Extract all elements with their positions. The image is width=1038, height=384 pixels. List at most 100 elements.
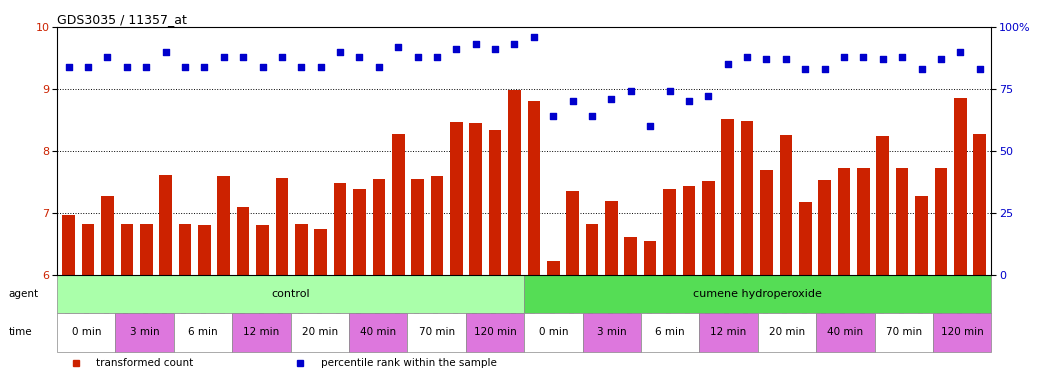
Bar <box>625 237 637 275</box>
Bar <box>120 224 133 275</box>
Point <box>545 113 562 119</box>
Point <box>565 98 581 104</box>
Point <box>138 63 155 70</box>
Text: 12 min: 12 min <box>243 328 279 338</box>
Text: agent: agent <box>8 289 38 299</box>
Bar <box>256 225 269 275</box>
Bar <box>411 179 424 275</box>
Bar <box>469 123 482 275</box>
Point <box>409 54 426 60</box>
Bar <box>760 170 772 275</box>
Text: 40 min: 40 min <box>360 328 397 338</box>
Point <box>623 88 639 94</box>
Bar <box>644 241 656 275</box>
Point <box>293 63 309 70</box>
Text: 6 min: 6 min <box>188 328 218 338</box>
Bar <box>57 313 115 351</box>
Point <box>836 54 852 60</box>
Bar <box>818 180 830 275</box>
Point <box>60 63 77 70</box>
Text: 0 min: 0 min <box>539 328 568 338</box>
Bar <box>524 313 582 351</box>
Text: 3 min: 3 min <box>130 328 160 338</box>
Bar <box>721 119 734 275</box>
Bar <box>353 189 365 275</box>
Point <box>80 63 97 70</box>
Point <box>894 54 910 60</box>
Point <box>700 93 716 99</box>
Bar <box>431 176 443 275</box>
Point <box>216 54 233 60</box>
Bar <box>489 130 501 275</box>
Bar <box>62 215 75 275</box>
Bar <box>758 313 816 351</box>
Point <box>371 63 387 70</box>
Bar <box>524 275 991 313</box>
Point <box>332 49 349 55</box>
Bar <box>291 313 349 351</box>
Bar <box>582 313 641 351</box>
Bar <box>799 202 812 275</box>
Text: 70 min: 70 min <box>418 328 455 338</box>
Bar <box>741 121 754 275</box>
Bar <box>585 224 598 275</box>
Bar <box>916 196 928 275</box>
Bar <box>663 189 676 275</box>
Bar <box>702 181 714 275</box>
Text: 120 min: 120 min <box>473 328 516 338</box>
Text: time: time <box>8 328 32 338</box>
Point <box>855 54 872 60</box>
Point <box>816 66 832 72</box>
Point <box>351 54 367 60</box>
Point <box>118 63 135 70</box>
Bar <box>295 224 307 275</box>
Text: 120 min: 120 min <box>940 328 983 338</box>
Point <box>681 98 698 104</box>
Bar <box>198 225 211 275</box>
Text: transformed count: transformed count <box>97 358 193 368</box>
Bar <box>934 168 948 275</box>
Bar <box>315 228 327 275</box>
Text: cumene hydroperoxide: cumene hydroperoxide <box>693 289 822 299</box>
Text: 20 min: 20 min <box>302 328 338 338</box>
Text: 70 min: 70 min <box>885 328 922 338</box>
Point <box>952 49 968 55</box>
Point <box>525 34 542 40</box>
Point <box>274 54 291 60</box>
Bar <box>233 313 291 351</box>
Point <box>448 46 465 52</box>
Text: percentile rank within the sample: percentile rank within the sample <box>321 358 496 368</box>
Point <box>874 56 891 62</box>
Text: GDS3035 / 11357_at: GDS3035 / 11357_at <box>57 13 187 26</box>
Point <box>661 88 678 94</box>
Point <box>972 66 988 72</box>
Text: 20 min: 20 min <box>769 328 805 338</box>
Bar <box>373 179 385 275</box>
Bar <box>159 175 172 275</box>
Bar <box>700 313 758 351</box>
Point <box>797 66 814 72</box>
Point <box>196 63 213 70</box>
Bar <box>349 313 407 351</box>
Point <box>758 56 774 62</box>
Bar <box>896 168 908 275</box>
Point <box>467 41 484 47</box>
Bar <box>954 98 966 275</box>
Point <box>507 41 523 47</box>
Bar <box>857 168 870 275</box>
Bar <box>140 224 153 275</box>
Point <box>641 123 658 129</box>
Bar <box>683 186 695 275</box>
Bar <box>641 313 700 351</box>
Bar <box>450 122 463 275</box>
Bar <box>82 224 94 275</box>
Bar <box>237 207 249 275</box>
Bar <box>57 275 524 313</box>
Point <box>739 54 756 60</box>
Text: 12 min: 12 min <box>710 328 746 338</box>
Bar <box>334 183 347 275</box>
Bar <box>838 168 850 275</box>
Text: 6 min: 6 min <box>655 328 685 338</box>
Bar <box>392 134 405 275</box>
Bar <box>567 191 579 275</box>
